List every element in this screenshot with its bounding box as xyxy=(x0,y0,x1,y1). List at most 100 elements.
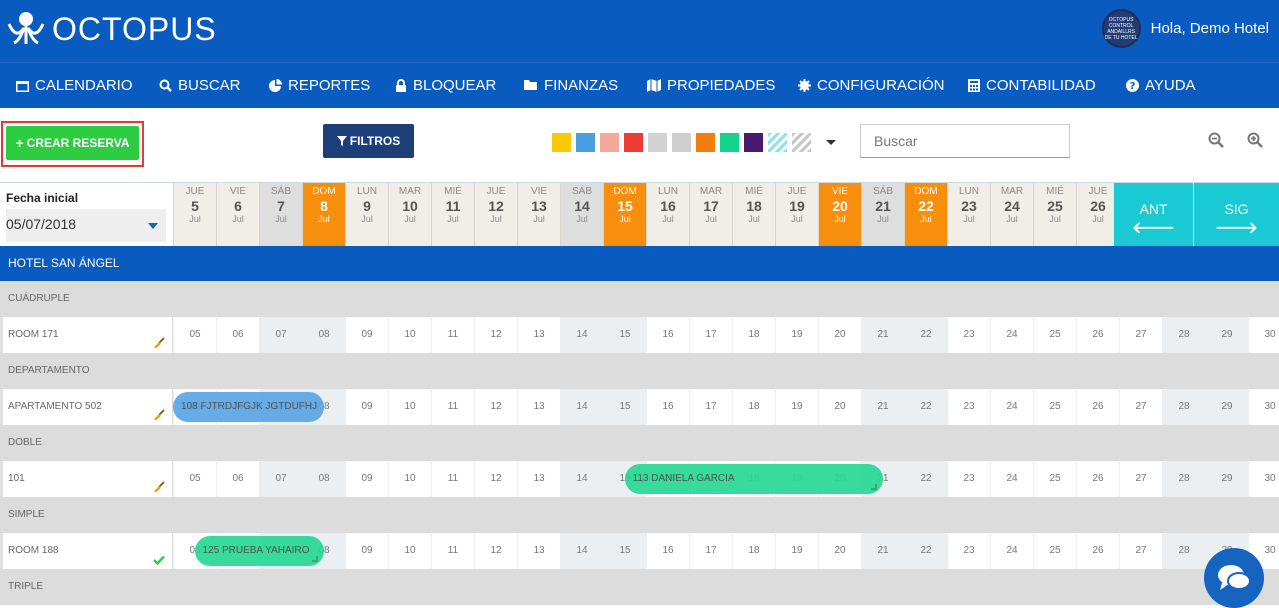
day-cell[interactable]: 11 xyxy=(431,461,474,497)
filter-button[interactable]: FILTROS xyxy=(323,124,414,158)
room-name[interactable]: ROOM 188 xyxy=(0,533,173,569)
day-cell[interactable]: 22 xyxy=(904,389,947,425)
status-color-swatch[interactable] xyxy=(792,133,811,152)
day-cell[interactable]: 26 xyxy=(1076,461,1119,497)
day-column-header[interactable]: LUN 9 Jul xyxy=(345,183,388,246)
day-cell[interactable]: 23 xyxy=(947,317,990,353)
day-cell[interactable]: 30 xyxy=(1248,461,1279,497)
day-column-header[interactable]: DOM 22 Jul xyxy=(904,183,947,246)
reservation-bar[interactable]: 113 DANIELA GARCIA xyxy=(624,464,883,494)
day-cell[interactable]: 16 xyxy=(646,533,689,569)
status-color-swatch[interactable] xyxy=(624,133,643,152)
day-cell[interactable]: 25 xyxy=(1033,389,1076,425)
day-cell[interactable]: 13 xyxy=(517,317,560,353)
day-cell[interactable]: 26 xyxy=(1076,389,1119,425)
day-cell[interactable]: 14 xyxy=(560,533,603,569)
room-name[interactable]: 101 xyxy=(0,461,173,497)
check-icon[interactable] xyxy=(153,545,165,581)
day-cell[interactable]: 10 xyxy=(388,317,431,353)
status-color-swatch[interactable] xyxy=(648,133,667,152)
day-column-header[interactable]: JUE 12 Jul xyxy=(474,183,517,246)
day-cell[interactable]: 30 xyxy=(1248,389,1279,425)
day-cell[interactable]: 15 xyxy=(603,389,646,425)
status-color-swatch[interactable] xyxy=(744,133,763,152)
day-cell[interactable]: 05 xyxy=(173,461,216,497)
day-column-header[interactable]: VIE 13 Jul xyxy=(517,183,560,246)
status-color-swatch[interactable] xyxy=(768,133,787,152)
day-cell[interactable]: 20 xyxy=(818,533,861,569)
broom-icon[interactable] xyxy=(153,329,165,365)
day-cell[interactable]: 19 xyxy=(775,389,818,425)
day-cell[interactable]: 12 xyxy=(474,461,517,497)
day-cell[interactable]: 10 xyxy=(388,461,431,497)
user-menu[interactable]: OCTOPUS CONTROL ANDAILLRS DE TU HOTEL Ho… xyxy=(1101,9,1269,48)
status-color-swatch[interactable] xyxy=(552,133,571,152)
chat-button[interactable] xyxy=(1204,548,1264,608)
day-cell[interactable]: 23 xyxy=(947,389,990,425)
day-column-header[interactable]: MIÉ 18 Jul xyxy=(732,183,775,246)
day-cell[interactable]: 27 xyxy=(1119,533,1162,569)
day-cell[interactable]: 28 xyxy=(1162,533,1205,569)
status-color-swatch[interactable] xyxy=(600,133,619,152)
status-color-swatch[interactable] xyxy=(696,133,715,152)
chevron-down-icon[interactable] xyxy=(826,140,836,145)
day-cell[interactable]: 24 xyxy=(990,389,1033,425)
day-cell[interactable]: 09 xyxy=(345,389,388,425)
day-cell[interactable]: 27 xyxy=(1119,317,1162,353)
day-cell[interactable]: 13 xyxy=(517,461,560,497)
day-cell[interactable]: 26 xyxy=(1076,533,1119,569)
day-cell[interactable]: 30 xyxy=(1248,317,1279,353)
resize-handle-icon[interactable] xyxy=(311,556,318,562)
status-color-swatch[interactable] xyxy=(672,133,691,152)
start-date-picker[interactable]: 05/07/2018 xyxy=(6,209,166,242)
day-cell[interactable]: 14 xyxy=(560,389,603,425)
day-cell[interactable]: 29 xyxy=(1205,389,1248,425)
day-cell[interactable]: 17 xyxy=(689,317,732,353)
day-column-header[interactable]: JUE 19 Jul xyxy=(775,183,818,246)
day-cell[interactable]: 08 xyxy=(302,461,345,497)
day-column-header[interactable]: MAR 17 Jul xyxy=(689,183,732,246)
day-cell[interactable]: 22 xyxy=(904,317,947,353)
day-cell[interactable]: 28 xyxy=(1162,461,1205,497)
day-cell[interactable]: 09 xyxy=(345,533,388,569)
room-name[interactable]: ROOM 171 xyxy=(0,317,173,353)
day-cell[interactable]: 18 xyxy=(732,389,775,425)
day-cell[interactable]: 28 xyxy=(1162,389,1205,425)
day-cell[interactable]: 21 xyxy=(861,533,904,569)
nav-bloquear[interactable]: BLOQUEAR xyxy=(395,63,496,107)
day-cell[interactable]: 09 xyxy=(345,461,388,497)
day-cell[interactable]: 24 xyxy=(990,533,1033,569)
day-cell[interactable]: 25 xyxy=(1033,317,1076,353)
day-cell[interactable]: 22 xyxy=(904,461,947,497)
day-column-header[interactable]: JUE 26 Jul xyxy=(1076,183,1119,246)
day-cell[interactable]: 14 xyxy=(560,461,603,497)
day-column-header[interactable]: SÁB 21 Jul xyxy=(861,183,904,246)
nav-finanzas[interactable]: FINANZAS xyxy=(524,63,618,107)
prev-week-button[interactable]: ANT 🡐 xyxy=(1114,183,1193,246)
create-reservation-button[interactable]: + CREAR RESERVA xyxy=(6,126,139,160)
day-cell[interactable]: 27 xyxy=(1119,461,1162,497)
day-cell[interactable]: 15 xyxy=(603,533,646,569)
day-cell[interactable]: 11 xyxy=(431,317,474,353)
day-cell[interactable]: 18 xyxy=(732,533,775,569)
nav-buscar[interactable]: BUSCAR xyxy=(159,63,241,107)
day-cell[interactable]: 23 xyxy=(947,461,990,497)
day-cell[interactable]: 12 xyxy=(474,389,517,425)
day-cell[interactable]: 24 xyxy=(990,317,1033,353)
day-cell[interactable]: 25 xyxy=(1033,533,1076,569)
day-cell[interactable]: 17 xyxy=(689,389,732,425)
day-cell[interactable]: 27 xyxy=(1119,389,1162,425)
day-column-header[interactable]: SÁB 14 Jul xyxy=(560,183,603,246)
status-color-swatch[interactable] xyxy=(720,133,739,152)
day-cell[interactable]: 20 xyxy=(818,317,861,353)
day-cell[interactable]: 20 xyxy=(818,389,861,425)
room-name[interactable]: APARTAMENTO 502 xyxy=(0,389,173,425)
status-color-swatch[interactable] xyxy=(576,133,595,152)
day-column-header[interactable]: MAR 24 Jul xyxy=(990,183,1033,246)
day-cell[interactable]: 13 xyxy=(517,533,560,569)
day-cell[interactable]: 19 xyxy=(775,317,818,353)
day-cell[interactable]: 29 xyxy=(1205,317,1248,353)
day-cell[interactable]: 21 xyxy=(861,317,904,353)
nav-reportes[interactable]: REPORTES xyxy=(269,63,370,107)
day-cell[interactable]: 19 xyxy=(775,533,818,569)
